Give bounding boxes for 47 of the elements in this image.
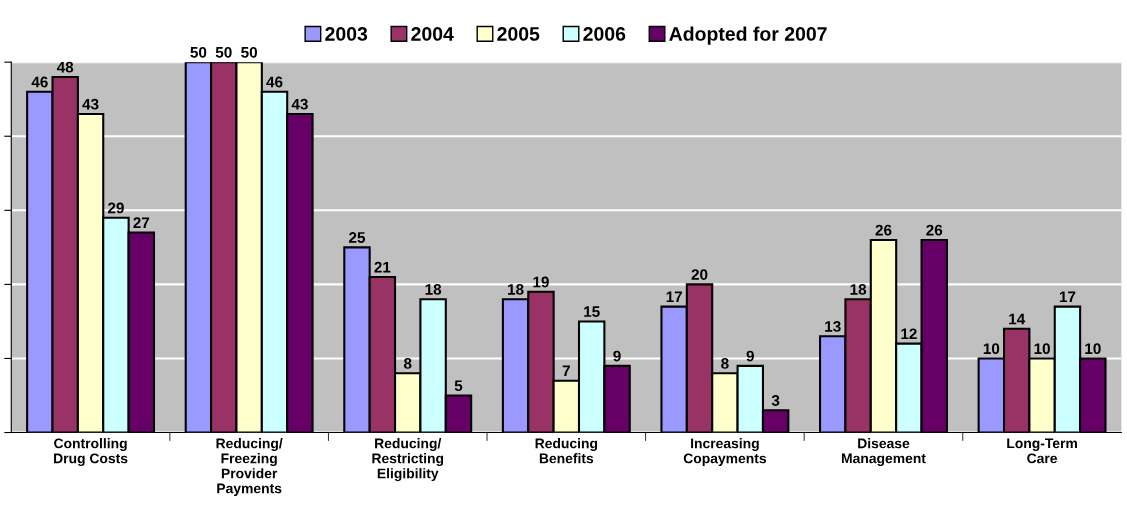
data-label: 46	[31, 76, 48, 88]
data-label: 18	[425, 283, 442, 295]
data-label: 7	[562, 365, 570, 377]
data-label: 8	[403, 358, 412, 369]
data-label: 21	[374, 261, 391, 273]
data-label: 3	[771, 395, 780, 406]
data-label: 8	[721, 358, 729, 369]
data-label: 20	[691, 269, 708, 280]
x-tick-label: Long-Term Care	[1007, 438, 1077, 464]
data-label: 46	[266, 76, 283, 88]
data-label: 48	[56, 61, 74, 73]
data-label: 10	[1034, 343, 1050, 355]
data-label: 43	[291, 98, 308, 110]
legend-label: 2006	[583, 27, 626, 41]
data-label: 13	[825, 321, 841, 332]
data-label: 9	[746, 350, 754, 362]
data-label: 10	[983, 343, 1000, 355]
data-label: 15	[584, 306, 600, 318]
x-tick-label: Controlling Drug Costs	[54, 438, 128, 467]
data-label: 14	[1009, 313, 1026, 325]
data-label: 29	[107, 202, 124, 214]
data-label: 26	[926, 224, 943, 236]
data-label: 25	[349, 232, 366, 243]
x-tick-label: Reducing Benefits	[535, 438, 598, 464]
data-label: 5	[454, 380, 463, 392]
data-label: 43	[82, 98, 99, 110]
data-label: 18	[850, 283, 867, 295]
x-tick-label: Reducing/ Freezing Provider Payments	[216, 438, 283, 497]
data-label: 26	[875, 224, 892, 236]
data-label: 9	[613, 350, 621, 362]
data-label: 12	[901, 328, 917, 340]
data-label: 17	[666, 291, 682, 303]
data-label: 19	[533, 276, 549, 288]
data-label: 18	[508, 283, 524, 295]
data-label: 17	[1059, 291, 1076, 303]
x-tick-label: Increasing Copayments	[683, 438, 767, 467]
x-tick-label: Disease Management	[841, 438, 926, 467]
data-label: 50	[190, 46, 207, 58]
data-label: 10	[1085, 343, 1101, 355]
data-label: 50	[241, 46, 258, 58]
legend-label: 2003	[325, 27, 368, 41]
legend-label: 2004	[411, 27, 454, 41]
legend-label: 2005	[497, 27, 540, 41]
x-tick-label: Reducing/ Restricting Eligibility	[372, 438, 444, 482]
legend-label: Adopted for 2007	[669, 26, 827, 45]
data-label: 50	[215, 46, 232, 58]
data-label: 27	[133, 217, 150, 228]
